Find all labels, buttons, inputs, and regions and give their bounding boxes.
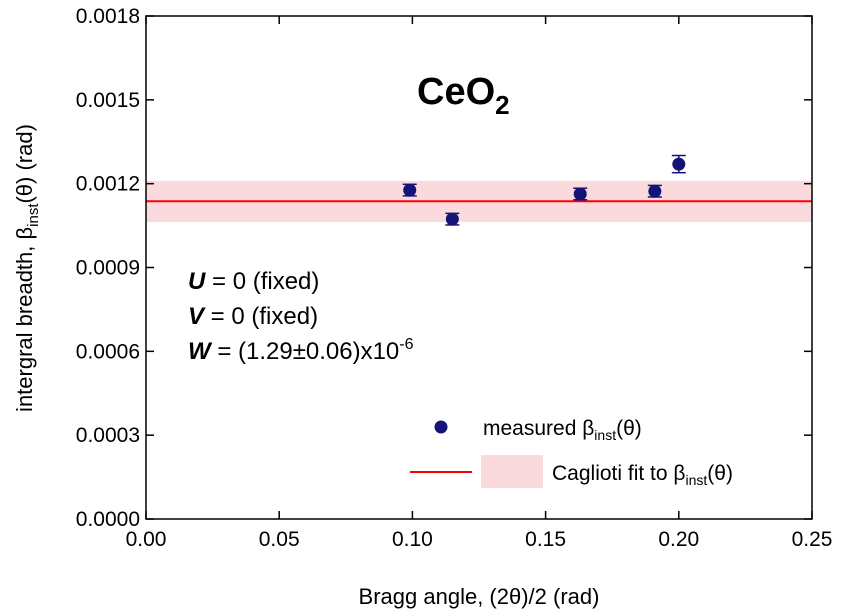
- y-tick-label: 0.0003: [76, 424, 140, 447]
- y-tick-label: 0.0015: [76, 89, 140, 112]
- legend-label-measured: measured βinst(θ): [483, 417, 642, 443]
- legend-label-fit-sub: inst: [685, 472, 707, 488]
- data-point: [573, 187, 587, 201]
- annotation-v: V = 0 (fixed): [188, 303, 318, 330]
- y-tick-label: 0.0009: [76, 257, 140, 280]
- data-point: [403, 183, 417, 197]
- annotation-v-symbol: V: [188, 303, 206, 330]
- annotation-w-exponent: -6: [399, 336, 413, 353]
- annotation-w-symbol: W: [188, 338, 213, 365]
- y-axis-label: intergral breadth, βinst(θ) (rad): [12, 124, 42, 412]
- legend-label-measured-tail: (θ): [616, 417, 642, 440]
- x-tick-label: 0.20: [658, 528, 699, 551]
- legend-label-measured-main: measured β: [483, 417, 594, 440]
- x-tick-label: 0.05: [259, 528, 300, 551]
- annotation-v-value: = 0 (fixed): [204, 303, 318, 330]
- x-tick-label: 0.25: [792, 528, 833, 551]
- legend: measured βinst(θ) Caglioti fit to βinst(…: [410, 417, 733, 488]
- chart-title: CeO2: [417, 71, 510, 120]
- legend-label-fit-main: Caglioti fit to β: [552, 462, 685, 485]
- x-tick-label: 0.15: [525, 528, 566, 551]
- x-tick-label: 0.10: [392, 528, 433, 551]
- annotation-u-value: = 0 (fixed): [205, 268, 319, 295]
- y-tick-label: 0.0000: [76, 508, 140, 531]
- y-axis-label-tail: (θ) (rad): [12, 124, 37, 203]
- points-layer: [402, 154, 686, 226]
- data-point: [672, 157, 686, 171]
- fit-layer: [146, 180, 812, 222]
- chart-title-subscript: 2: [495, 90, 509, 120]
- x-tick-label: 0.00: [126, 528, 167, 551]
- legend-marker-fit-band: [481, 455, 543, 488]
- ticks-layer: 0.00 0.05 0.10 0.15 0.20 0.25 0.0000 0.0003 0.00…: [76, 5, 833, 551]
- chart-title-main: CeO: [417, 71, 495, 113]
- x-axis-label: Bragg angle, (2θ)/2 (rad): [359, 584, 600, 609]
- y-tick-label: 0.0006: [76, 340, 140, 363]
- y-tick-label: 0.0018: [76, 5, 140, 28]
- y-axis-label-sub: inst: [25, 203, 42, 227]
- data-point: [445, 212, 459, 226]
- legend-label-fit-tail: (θ): [707, 462, 733, 485]
- legend-label-measured-sub: inst: [594, 427, 616, 443]
- annotation-u-symbol: U: [188, 268, 206, 295]
- annotation-w: W = (1.29±0.06)x10-6: [188, 336, 414, 365]
- annotation-u: U = 0 (fixed): [188, 268, 319, 295]
- y-axis-label-main: intergral breadth, β: [12, 227, 37, 412]
- legend-label-fit: Caglioti fit to βinst(θ): [552, 462, 733, 488]
- data-point: [648, 184, 662, 198]
- y-tick-label: 0.0012: [76, 173, 140, 196]
- annotation-w-value: = (1.29±0.06)x10: [211, 338, 400, 365]
- legend-marker-measured: [434, 420, 448, 434]
